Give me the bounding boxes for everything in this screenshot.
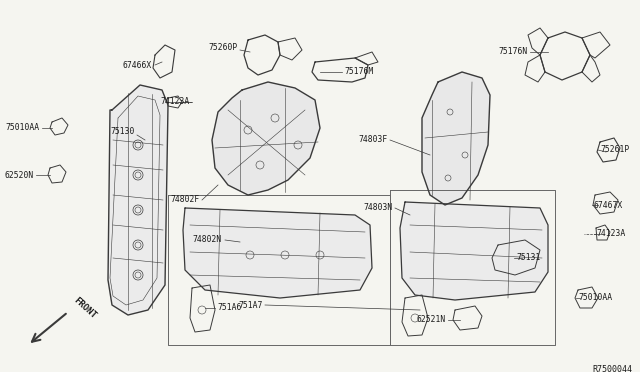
Text: 75010AA: 75010AA bbox=[578, 294, 612, 302]
Text: 74123A: 74123A bbox=[596, 230, 625, 238]
Polygon shape bbox=[400, 202, 548, 300]
Text: 74803F: 74803F bbox=[359, 135, 388, 144]
Text: 67466X: 67466X bbox=[123, 61, 152, 70]
Polygon shape bbox=[212, 82, 320, 195]
Text: 75260P: 75260P bbox=[209, 44, 238, 52]
Polygon shape bbox=[183, 208, 372, 298]
Text: 751A7: 751A7 bbox=[239, 301, 263, 310]
Text: 62520N: 62520N bbox=[4, 170, 34, 180]
Text: 75010AA: 75010AA bbox=[6, 124, 40, 132]
Text: 67467X: 67467X bbox=[594, 201, 623, 209]
Text: 75261P: 75261P bbox=[600, 145, 629, 154]
Text: 74802N: 74802N bbox=[193, 235, 222, 244]
Text: 74123A: 74123A bbox=[161, 97, 190, 106]
Polygon shape bbox=[422, 72, 490, 205]
Text: 74802F: 74802F bbox=[171, 196, 200, 205]
Text: 751A6: 751A6 bbox=[217, 304, 241, 312]
Text: 62521N: 62521N bbox=[417, 315, 446, 324]
Text: R7500044: R7500044 bbox=[592, 365, 632, 372]
Text: 75131: 75131 bbox=[516, 253, 540, 263]
Text: FRONT: FRONT bbox=[72, 296, 98, 320]
Text: 75176N: 75176N bbox=[499, 48, 528, 57]
Text: 75176M: 75176M bbox=[344, 67, 373, 77]
Polygon shape bbox=[108, 85, 168, 315]
Text: 74803N: 74803N bbox=[364, 203, 393, 212]
Text: 75130: 75130 bbox=[111, 128, 135, 137]
